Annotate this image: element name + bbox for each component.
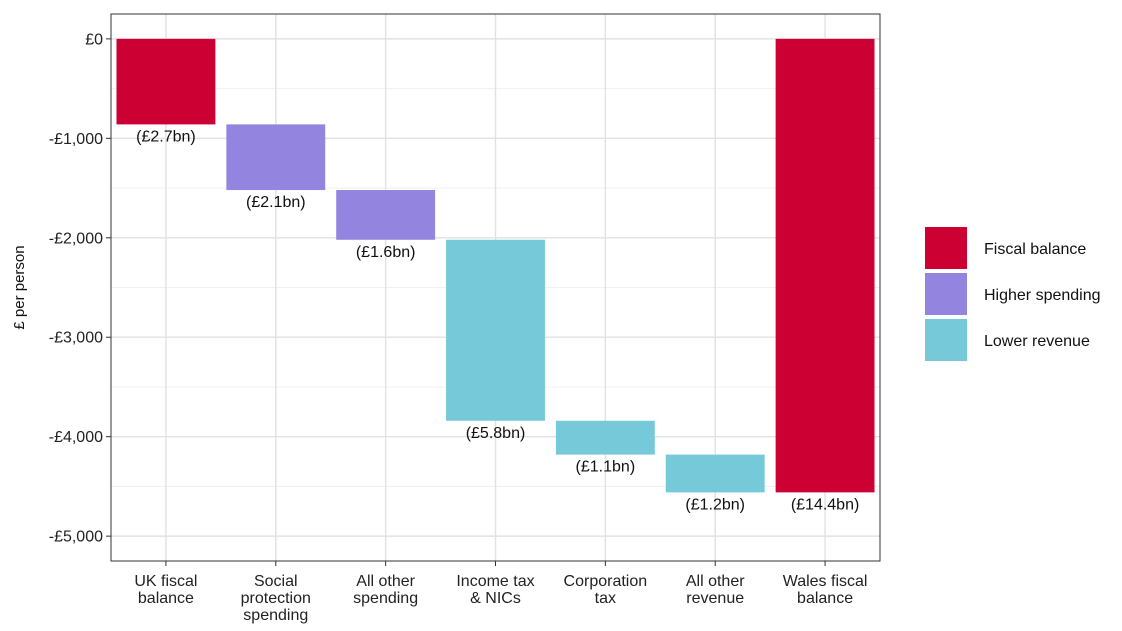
y-tick-label: -£3,000 — [49, 330, 103, 347]
y-axis: £0 -£1,000 -£2,000 -£3,000 -£4,000 -£5,000 — [49, 31, 111, 546]
waterfall-bar — [336, 190, 436, 240]
bar-value-label: (£1.1bn) — [576, 459, 636, 476]
y-tick-label: -£1,000 — [49, 131, 103, 148]
waterfall-bar — [116, 38, 216, 125]
bar-value-label: (£2.7bn) — [136, 128, 196, 145]
x-tick-label: UK fiscal — [134, 573, 197, 590]
bar-labels: (£2.7bn) (£2.1bn) (£1.6bn) (£5.8bn) (£1.1bn)… — [136, 128, 859, 513]
x-tick-label: balance — [797, 590, 853, 607]
waterfall-bar — [665, 454, 765, 493]
x-tick-label: Social — [254, 573, 298, 590]
x-tick-label: Wales fiscal — [783, 573, 868, 590]
bar-value-label: (£14.4bn) — [791, 496, 860, 513]
waterfall-bar — [446, 239, 545, 421]
x-tick-label: Income tax — [456, 573, 534, 590]
x-tick-label: balance — [138, 590, 194, 607]
x-tick-label: & NICs — [470, 590, 521, 607]
x-tick-label: All other — [356, 573, 415, 590]
legend-swatch — [925, 227, 967, 269]
bar-value-label: (£2.1bn) — [246, 194, 306, 211]
x-tick-label: tax — [595, 590, 616, 607]
bar-value-label: (£1.6bn) — [356, 244, 416, 261]
x-tick-label: protection — [241, 590, 311, 607]
x-tick-label: revenue — [686, 590, 744, 607]
waterfall-bar — [555, 420, 655, 455]
x-tick-label: spending — [353, 590, 418, 607]
legend-swatch — [925, 319, 967, 361]
waterfall-bar — [775, 38, 875, 493]
x-tick-label: All other — [686, 573, 745, 590]
waterfall-bar — [226, 124, 326, 191]
legend-label: Higher spending — [984, 287, 1101, 304]
y-tick-label: -£2,000 — [49, 230, 103, 247]
y-axis-title: £ per person — [11, 245, 28, 329]
y-tick-label: £0 — [85, 31, 103, 48]
bar-value-label: (£5.8bn) — [466, 425, 526, 442]
legend-swatch — [925, 273, 967, 315]
y-tick-label: -£5,000 — [49, 529, 103, 546]
x-axis: UK fiscalbalanceSocialprotectionspending… — [134, 561, 867, 624]
x-tick-label: Corporation — [564, 573, 648, 590]
legend-label: Fiscal balance — [984, 241, 1086, 258]
legend-label: Lower revenue — [984, 333, 1090, 350]
bar-value-label: (£1.2bn) — [685, 496, 745, 513]
x-tick-label: spending — [243, 607, 308, 624]
legend: Fiscal balance Higher spending Lower reven… — [925, 227, 1101, 361]
bars — [116, 38, 875, 493]
y-tick-label: -£4,000 — [49, 429, 103, 446]
